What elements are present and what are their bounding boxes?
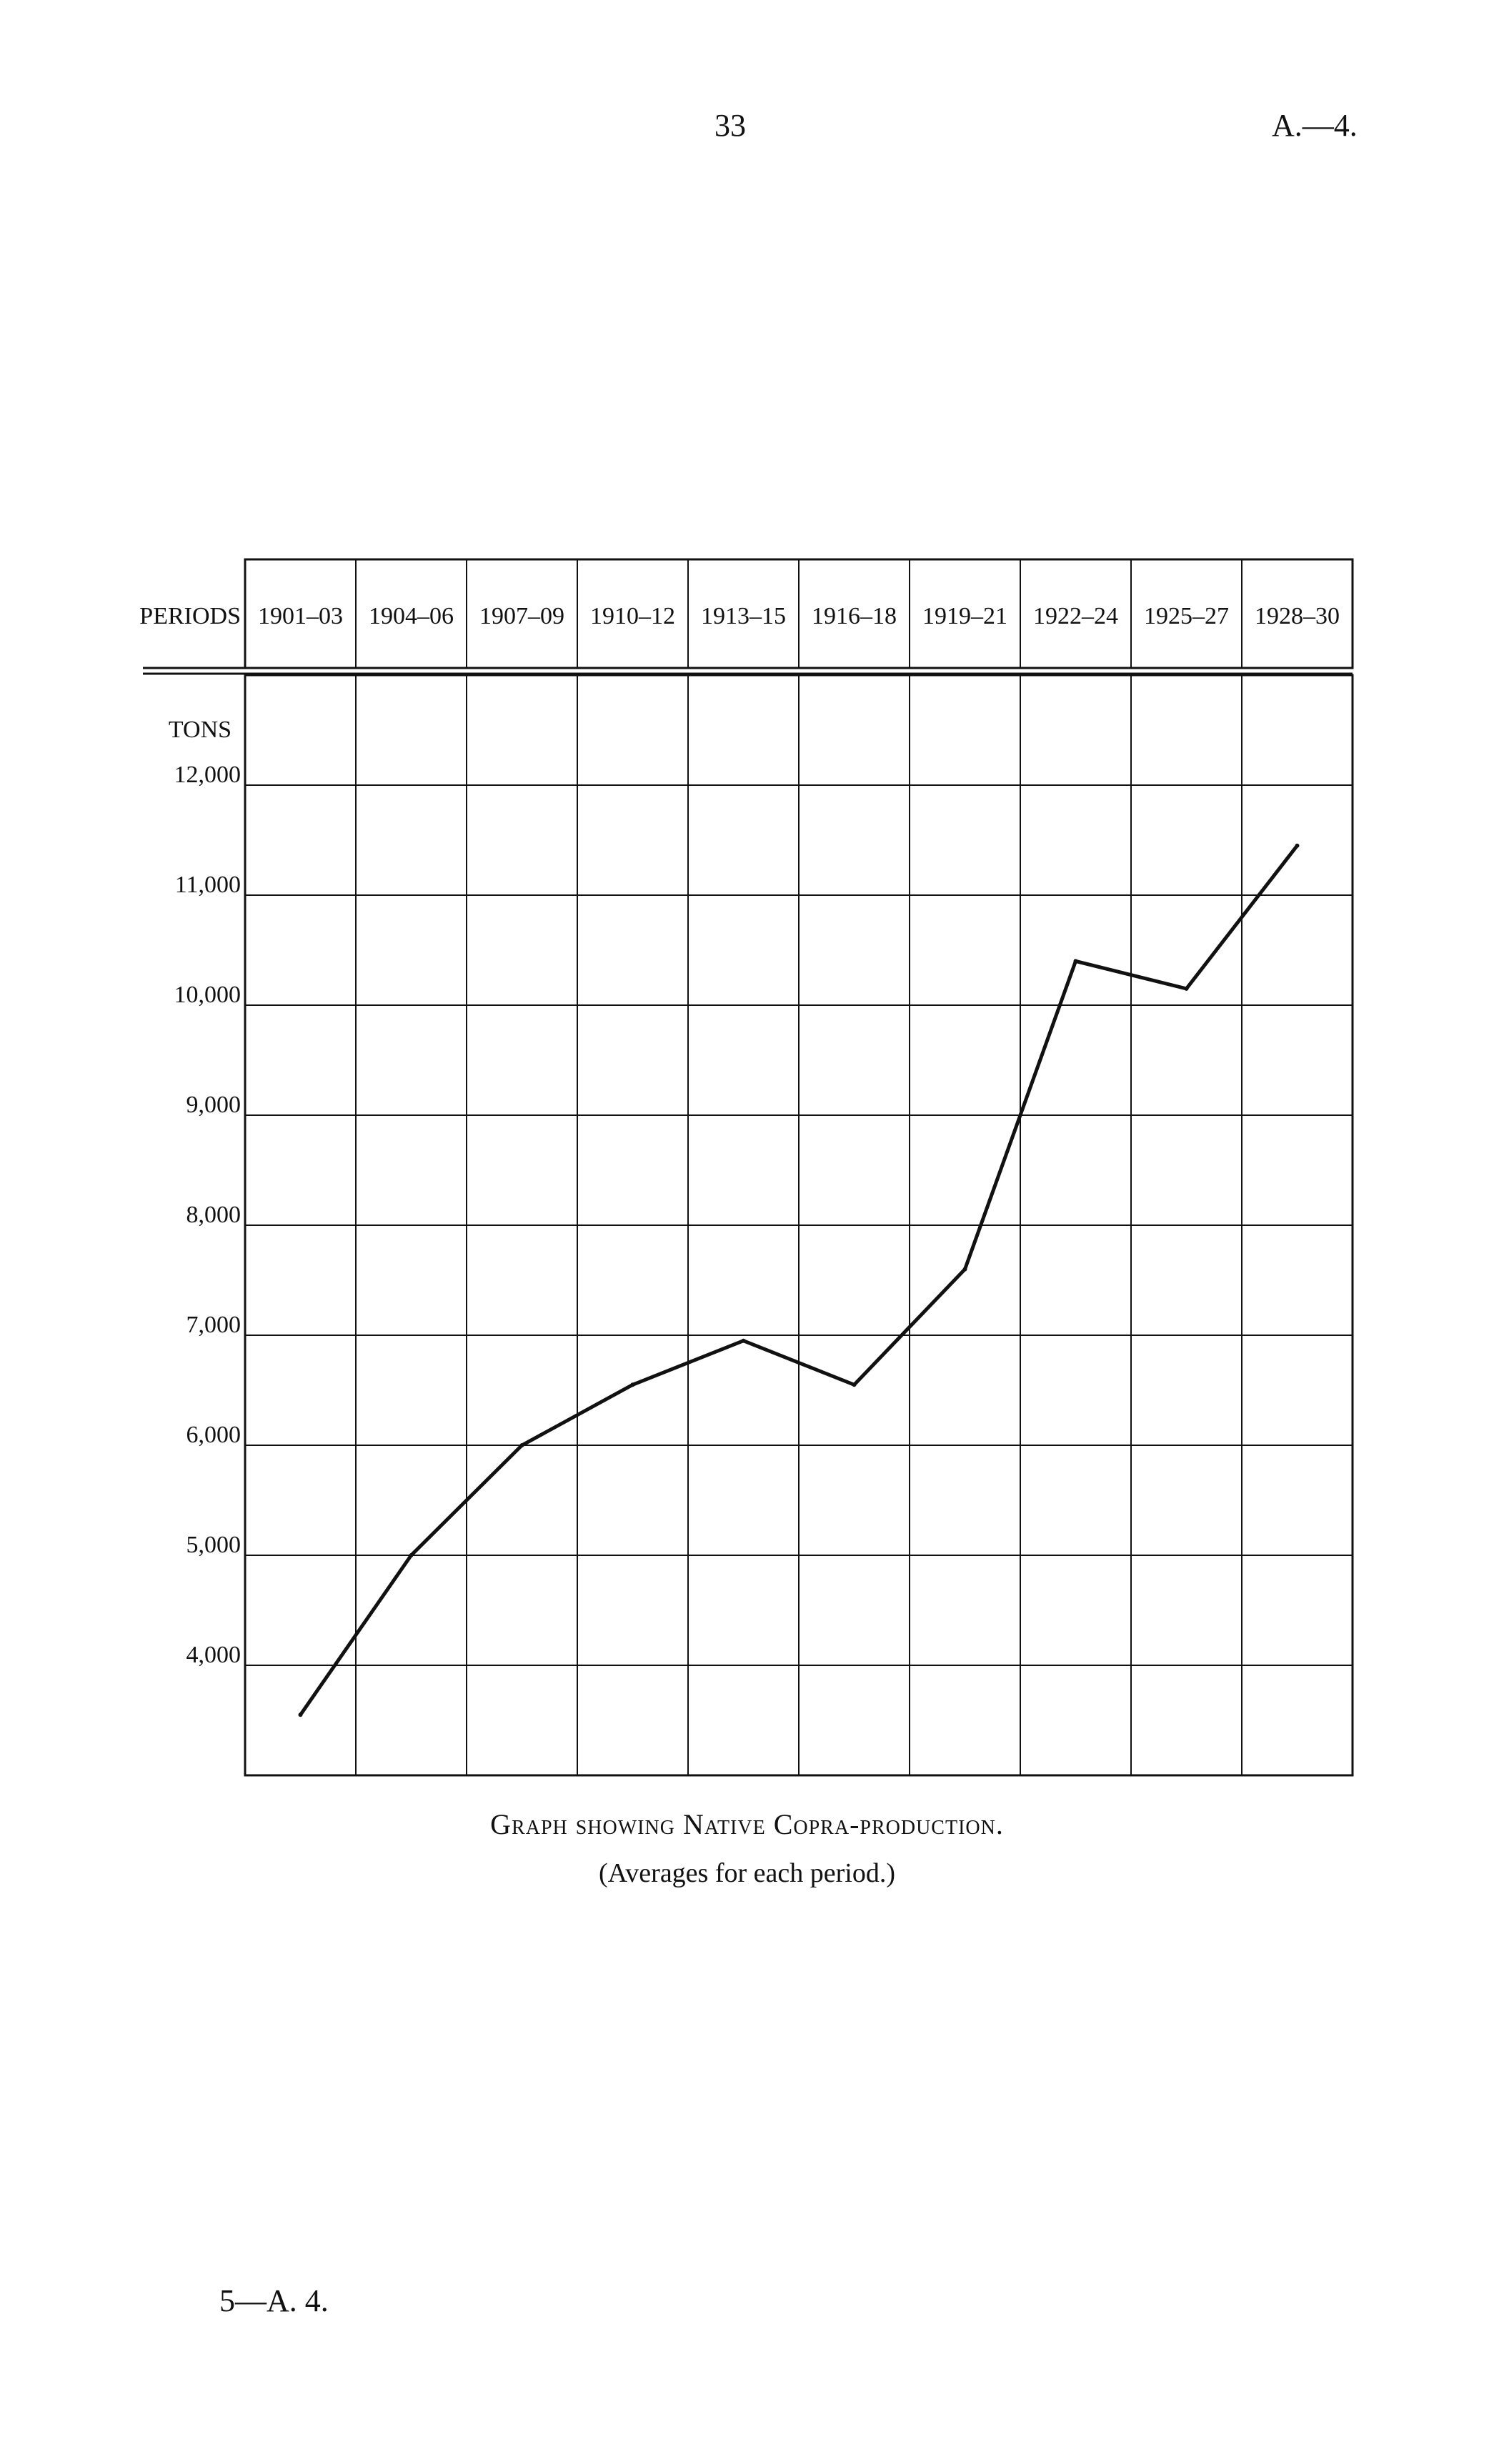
chart-title: Graph showing Native Copra-production. — [490, 1808, 1004, 1840]
data-point — [1184, 986, 1189, 991]
y-tick-label: 10,000 — [174, 982, 241, 1008]
data-point — [1295, 843, 1300, 848]
x-axis-label: PERIODS — [139, 603, 241, 629]
y-tick-label: 11,000 — [175, 872, 241, 898]
footer-code: 5—A. 4. — [219, 2283, 329, 2318]
chart-data-layer — [298, 843, 1300, 1717]
series-line-copra-production — [299, 844, 1299, 1716]
x-tick-label: 1916–18 — [812, 603, 897, 629]
y-tick-label: 7,000 — [186, 1312, 241, 1338]
x-tick-label: 1904–06 — [369, 603, 454, 629]
x-tick-label: 1925–27 — [1144, 603, 1229, 629]
x-tick-label: 1913–15 — [701, 603, 786, 629]
data-point — [519, 1443, 524, 1447]
y-tick-label: 5,000 — [186, 1532, 241, 1558]
x-tick-label: 1919–21 — [922, 603, 1007, 629]
chart-subtitle: (Averages for each period.) — [599, 1858, 895, 1888]
data-point — [741, 1338, 746, 1343]
data-point — [298, 1712, 303, 1717]
chart-grid — [143, 558, 1354, 1777]
data-point — [852, 1382, 857, 1387]
x-tick-label: 1922–24 — [1033, 603, 1118, 629]
data-point — [962, 1267, 967, 1272]
chart-labels: 1901–03 1904–06 1907–09 1910–12 1913–15 1916–… — [139, 603, 1340, 1668]
page-number: 33 — [714, 108, 746, 143]
y-tick-label: 8,000 — [186, 1202, 241, 1228]
y-tick-label: 6,000 — [186, 1422, 241, 1448]
y-tick-label: 4,000 — [186, 1642, 241, 1668]
x-tick-label: 1928–30 — [1255, 603, 1340, 629]
data-point — [630, 1382, 635, 1387]
y-tick-label: 9,000 — [186, 1092, 241, 1118]
y-tick-label: 12,000 — [174, 762, 241, 788]
page-code: A.—4. — [1272, 108, 1358, 143]
x-tick-label: 1910–12 — [590, 603, 675, 629]
data-point — [409, 1553, 414, 1557]
y-axis-label: TONS — [169, 717, 231, 743]
x-tick-label: 1907–09 — [479, 603, 564, 629]
data-point — [1073, 959, 1078, 964]
x-tick-label: 1901–03 — [258, 603, 343, 629]
